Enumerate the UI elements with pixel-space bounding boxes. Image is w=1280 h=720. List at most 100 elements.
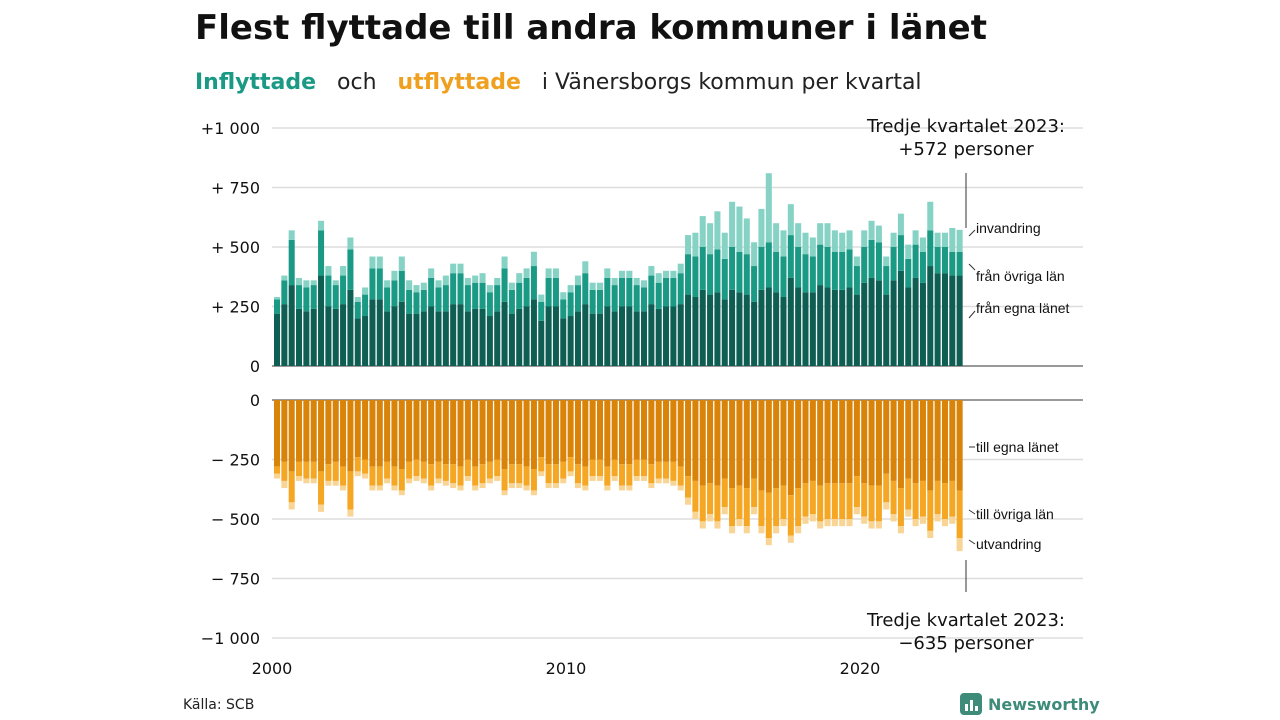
bar-in-own-county xyxy=(340,304,347,366)
bar-in-immigration xyxy=(318,220,325,231)
top-series-label: invandring xyxy=(976,220,1041,236)
bar-in-immigration xyxy=(773,223,780,252)
bar-in-immigration xyxy=(347,237,354,250)
bar-in-immigration xyxy=(596,282,603,290)
bar-out-own-county xyxy=(611,400,618,460)
bar-in-other-county xyxy=(890,247,897,281)
bar-out-other-county xyxy=(721,478,728,508)
bar-in-own-county xyxy=(927,266,934,366)
bar-out-other-county xyxy=(853,476,860,508)
bar-in-immigration xyxy=(384,280,391,288)
bar-out-own-county xyxy=(296,400,303,462)
bar-in-other-county xyxy=(281,280,288,305)
bar-in-other-county xyxy=(288,239,295,286)
bar-out-emigration xyxy=(450,483,457,489)
bar-in-other-county xyxy=(369,268,376,300)
bar-in-immigration xyxy=(934,232,941,247)
bar-out-other-county xyxy=(340,466,347,486)
bar-out-own-county xyxy=(751,400,758,479)
bottom-tick-label: − 500 xyxy=(211,510,260,529)
bar-out-other-county xyxy=(919,480,926,517)
bar-out-own-county xyxy=(582,400,589,467)
bar-in-other-county xyxy=(956,251,963,276)
bar-out-emigration xyxy=(956,538,963,552)
bar-out-own-county xyxy=(949,400,956,481)
bar-in-own-county xyxy=(589,313,596,366)
bar-in-other-county xyxy=(274,299,281,314)
bar-in-other-county xyxy=(303,287,310,312)
bar-out-emigration xyxy=(479,483,486,489)
bar-out-own-county xyxy=(699,400,706,486)
bar-in-other-county xyxy=(332,285,339,309)
bar-in-own-county xyxy=(303,311,310,366)
bar-out-emigration xyxy=(670,480,677,486)
bar-in-own-county xyxy=(729,289,736,366)
bar-out-own-county xyxy=(839,400,846,484)
bar-out-emigration xyxy=(897,526,904,534)
bar-out-emigration xyxy=(685,497,692,505)
bar-in-own-county xyxy=(633,311,640,366)
bar-out-emigration xyxy=(406,478,413,484)
bar-out-emigration xyxy=(574,483,581,489)
bar-in-immigration xyxy=(567,285,574,293)
bar-out-other-county xyxy=(413,459,420,477)
bar-out-emigration xyxy=(464,476,471,481)
bottom-series-label: till egna länet xyxy=(976,439,1059,455)
bar-in-immigration xyxy=(296,277,303,286)
bar-out-own-county xyxy=(545,400,552,465)
x-tick-label: 2020 xyxy=(840,659,881,678)
bar-out-emigration xyxy=(296,476,303,481)
bar-in-own-county xyxy=(699,289,706,366)
bar-in-own-county xyxy=(288,285,295,366)
bar-out-own-county xyxy=(677,400,684,467)
bar-out-own-county xyxy=(861,400,868,484)
bar-in-own-county xyxy=(574,311,581,366)
bar-out-emigration xyxy=(817,521,824,529)
bar-in-other-county xyxy=(773,251,780,293)
bar-in-immigration xyxy=(655,273,662,283)
bar-out-emigration xyxy=(949,516,956,524)
bar-out-other-county xyxy=(428,464,435,486)
bar-in-other-county xyxy=(897,235,904,271)
bar-out-other-county xyxy=(274,466,281,474)
bar-in-own-county xyxy=(831,289,838,366)
bar-in-own-county xyxy=(442,311,449,366)
bar-out-other-county xyxy=(281,461,288,481)
bar-out-own-county xyxy=(773,400,780,489)
bar-in-other-county xyxy=(795,247,802,288)
bar-out-emigration xyxy=(391,485,398,491)
bar-out-own-county xyxy=(714,400,721,486)
bar-out-own-county xyxy=(641,400,648,460)
bar-in-immigration xyxy=(685,235,692,255)
bar-out-own-county xyxy=(685,400,692,477)
bar-in-immigration xyxy=(494,277,501,286)
bar-in-other-county xyxy=(501,268,508,302)
bar-out-own-county xyxy=(494,400,501,460)
bar-in-immigration xyxy=(729,201,736,247)
bar-out-emigration xyxy=(655,478,662,484)
bar-in-other-county xyxy=(685,254,692,295)
bar-in-other-county xyxy=(743,254,750,295)
bar-in-other-county xyxy=(494,285,501,312)
bar-out-other-county xyxy=(464,459,471,477)
bar-in-immigration xyxy=(677,263,684,274)
bar-out-other-county xyxy=(406,461,413,479)
bar-in-immigration xyxy=(406,280,413,290)
bar-in-other-county xyxy=(545,277,552,307)
bar-in-immigration xyxy=(391,270,398,281)
bar-in-own-county xyxy=(494,311,501,366)
bar-out-emigration xyxy=(435,478,442,484)
bar-out-own-county xyxy=(941,400,948,484)
bar-out-other-county xyxy=(567,457,574,472)
bar-out-other-county xyxy=(560,461,567,479)
bar-out-other-county xyxy=(530,469,537,491)
bar-out-own-county xyxy=(604,400,611,467)
bar-out-emigration xyxy=(853,507,860,515)
bar-out-own-county xyxy=(303,400,310,462)
bar-in-immigration xyxy=(574,275,581,286)
bar-in-other-county xyxy=(406,289,413,314)
bar-in-other-county xyxy=(780,256,787,297)
bar-in-own-county xyxy=(875,280,882,366)
bar-out-other-county xyxy=(751,478,758,508)
bar-in-own-county xyxy=(802,292,809,366)
